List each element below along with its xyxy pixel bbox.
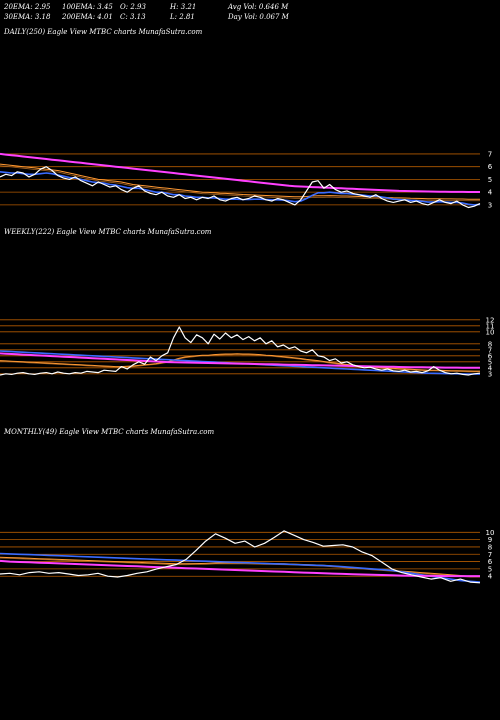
weekly-tick-label: 6 — [488, 352, 493, 360]
monthly-tick-label: 4 — [488, 573, 493, 581]
daily-tick-label: 3 — [488, 201, 492, 209]
monthly-ema-pink-line — [0, 559, 480, 578]
daily-ema-blue-line — [0, 171, 481, 206]
daily-tick-label: 5 — [488, 176, 492, 184]
ema30-label: 30EMA: 3.18 — [4, 13, 51, 21]
daily-ema-brown-line — [0, 165, 480, 202]
monthly-tick-label: 6 — [488, 558, 493, 566]
weekly-panel-title: WEEKLY(222) Eagle View MTBC charts Munaf… — [4, 228, 212, 236]
monthly-tick-label: 10 — [486, 529, 495, 537]
open-label: O: 2.93 — [120, 3, 146, 11]
weekly-tick-label: 3 — [488, 370, 492, 378]
weekly-ema-brown-line — [0, 353, 480, 373]
low-label: L: 2.81 — [170, 13, 195, 21]
monthly-panel-title: MONTHLY(49) Eagle View MTBC charts Munaf… — [4, 428, 215, 436]
monthly-ema-blue-line — [0, 552, 481, 583]
avg-vol-label: Avg Vol: 0.646 M — [228, 3, 289, 11]
weekly-tick-label: 5 — [488, 358, 492, 366]
monthly-price-line — [0, 530, 481, 584]
weekly-tick-label: 12 — [486, 316, 495, 324]
daily-tick-label: 7 — [488, 150, 492, 158]
high-label: H: 3.21 — [170, 3, 197, 11]
monthly-tick-label: 7 — [488, 551, 492, 559]
daily-ema-orange-line — [0, 163, 480, 200]
weekly-tick-label: 4 — [488, 364, 493, 372]
monthly-tick-label: 8 — [488, 543, 492, 551]
weekly-tick-label: 11 — [486, 322, 495, 330]
daily-ema-pink-line — [0, 152, 480, 193]
ema100-label: 100EMA: 3.45 — [62, 3, 113, 11]
weekly-tick-label: 10 — [486, 328, 495, 336]
daily-price-line — [0, 166, 481, 209]
weekly-price-line — [0, 326, 481, 376]
weekly-tick-label: 7 — [488, 346, 492, 354]
ema20-label: 20EMA: 2.95 — [4, 3, 51, 11]
close-label: C: 3.13 — [120, 13, 146, 21]
weekly-ema-pink-line — [0, 352, 480, 369]
ema200-label: 200EMA: 4.01 — [62, 13, 113, 21]
monthly-tick-label: 9 — [488, 536, 492, 544]
weekly-tick-label: 8 — [488, 340, 492, 348]
daily-tick-label: 4 — [488, 189, 493, 197]
daily-tick-label: 6 — [488, 163, 493, 171]
monthly-tick-label: 5 — [488, 565, 492, 573]
day-vol-label: Day Vol: 0.067 M — [228, 13, 289, 21]
daily-panel-title: DAILY(250) Eagle View MTBC charts Munafa… — [4, 28, 203, 36]
weekly-ema-orange-line — [0, 353, 480, 372]
